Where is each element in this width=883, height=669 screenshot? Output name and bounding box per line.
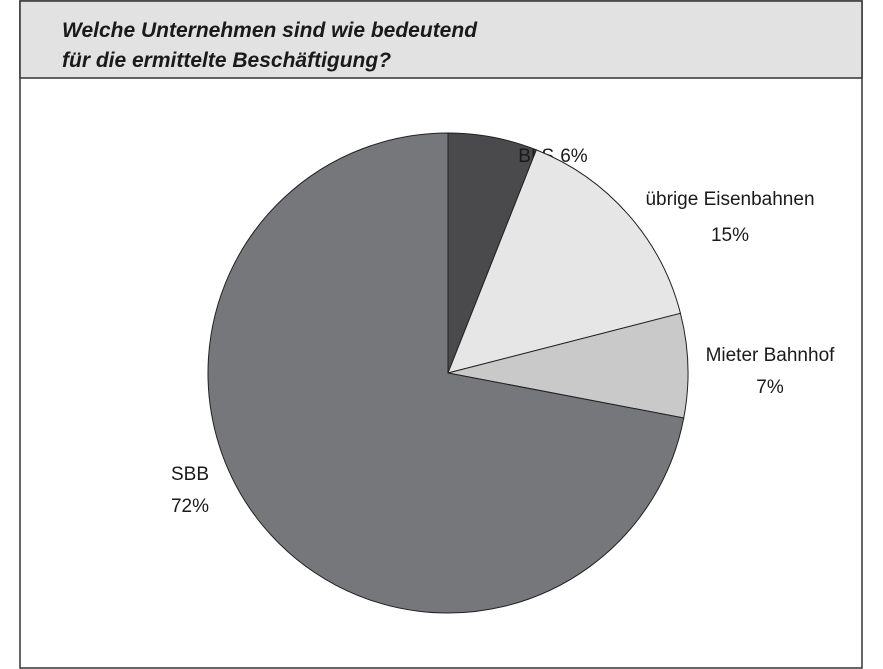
value-label: 72% [171,496,209,517]
header [19,0,863,79]
category-label: SBB [171,464,209,485]
value-label: 6% [560,146,588,167]
value-label: 15% [711,225,749,246]
chart-title: für die ermittelte Beschäftigung? [62,49,391,72]
pie-slice [207,132,685,614]
category-label: übrige Eisenbahnen [645,189,814,210]
value-label: 7% [756,377,784,398]
chart-title: Welche Unternehmen sind wie bedeutend [62,19,478,42]
pie-slice [447,312,689,419]
category-label: Mieter Bahnhof [706,345,836,366]
pie-slice [447,149,682,374]
